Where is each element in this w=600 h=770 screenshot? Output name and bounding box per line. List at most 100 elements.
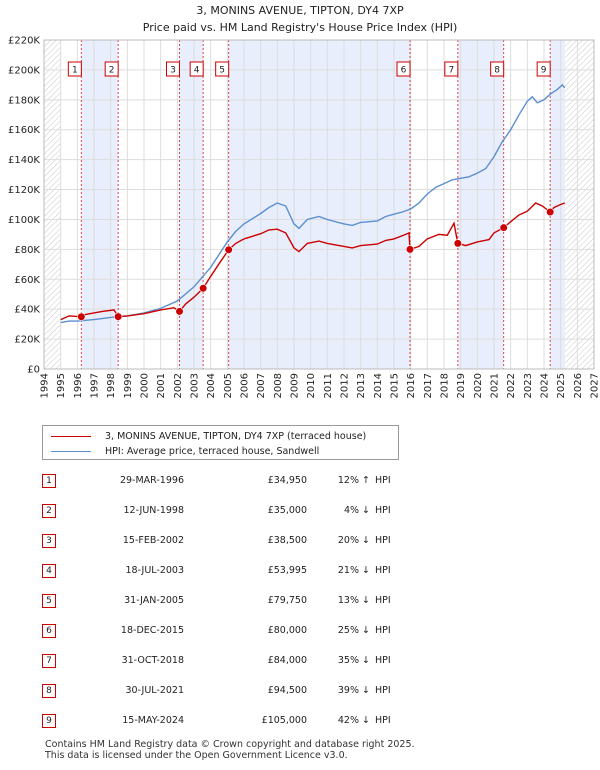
sale-price: £35,000 [267,505,307,516]
chart-subtitle: Price paid vs. HM Land Registry's House … [143,21,458,34]
legend-item-property: 3, MONINS AVENUE, TIPTON, DY4 7XP (terra… [51,429,366,443]
marker-label: 8 [494,66,500,76]
series-line-hpi [60,83,566,324]
x-tick-label: 1999 [123,373,134,398]
sale-point [405,245,415,254]
y-tick-label: £60K [14,275,40,286]
x-tick-label: 1994 [40,373,51,398]
sale-row: 3 15-FEB-2002 £38,500 20% ↓ HPI [42,532,462,552]
sale-row: 8 30-JUL-2021 £94,500 39% ↓ HPI [42,682,462,702]
legend-label-hpi: HPI: Average price, terraced house, Sand… [105,445,320,457]
sale-hpi-delta: 20% ↓ [337,535,370,546]
sale-price: £79,750 [267,595,307,606]
series-line-property [60,202,566,321]
legend-line-hpi [51,450,91,452]
marker-label: 1 [72,66,78,76]
y-tick-label: £40K [14,305,40,316]
sale-point [224,245,233,254]
sale-date: 15-FEB-2002 [122,535,184,546]
x-tick-label: 2019 [456,373,467,398]
sale-row: 5 31-JAN-2005 £79,750 13% ↓ HPI [42,592,462,612]
sale-price: £84,000 [267,655,307,666]
marker-label: 6 [401,66,407,76]
footer: Contains HM Land Registry data © Crown c… [45,739,415,761]
chart-title: 3, MONINS AVENUE, TIPTON, DY4 7XP [196,4,404,17]
x-tick-label: 2004 [206,373,217,398]
marker-label: 3 [170,66,176,76]
marker-box [490,61,505,77]
sale-row: 4 18-JUL-2003 £53,995 21% ↓ HPI [42,562,462,582]
sale-row: 9 15-MAY-2024 £105,000 42% ↓ HPI [42,712,462,732]
sale-hpi-delta: 42% ↓ [337,715,370,726]
x-tick-label: 2002 [173,373,184,398]
sale-price: £94,500 [267,685,307,696]
x-tick-label: 2027 [590,373,600,398]
legend-label-property: 3, MONINS AVENUE, TIPTON, DY4 7XP (terra… [105,430,367,442]
sale-point [499,223,508,232]
x-tick-label: 2024 [540,373,551,398]
x-tick-label: 2013 [356,373,367,398]
marker-box [536,61,551,77]
sale-point [453,239,462,248]
sale-hpi-label: HPI [375,505,391,516]
sale-number-badge: 5 [42,594,56,608]
marker-box [396,61,411,77]
sale-hpi-label: HPI [375,565,391,576]
sale-date: 18-JUL-2003 [125,565,184,576]
x-tick-label: 2011 [323,373,334,398]
y-tick-label: £120K [8,185,40,196]
sale-row: 2 12-JUN-1998 £35,000 4% ↓ HPI [42,502,462,522]
sale-hpi-label: HPI [375,715,391,726]
y-tick-label: £20K [14,335,40,346]
sale-hpi-label: HPI [375,655,391,666]
sale-row: 6 18-DEC-2015 £80,000 25% ↓ HPI [42,622,462,642]
sale-number-badge: 3 [42,534,56,548]
sale-hpi-delta: 35% ↓ [337,655,370,666]
y-tick-label: £200K [8,65,40,76]
marker-label: 4 [194,66,200,76]
sale-hpi-delta: 12% ↑ [337,475,370,486]
x-tick-label: 2000 [140,373,151,398]
sale-point [175,307,184,316]
sale-hpi-delta: 13% ↓ [337,595,370,606]
footer-licence: This data is licensed under the Open Gov… [45,750,348,761]
sale-hpi-delta: 4% ↓ [343,505,370,516]
sale-point [546,207,555,217]
x-tick-label: 2020 [473,373,484,398]
sale-date: 30-JUL-2021 [125,685,184,696]
sale-price: £53,995 [267,565,307,576]
sale-hpi-delta: 39% ↓ [337,685,370,696]
marker-box [444,61,459,77]
y-tick-label: £160K [8,125,40,136]
plot-border [43,39,595,370]
sale-number-badge: 4 [42,564,56,578]
legend-item-hpi: HPI: Average price, terraced house, Sand… [51,444,319,458]
sale-price: £38,500 [267,535,307,546]
price-chart: 3, MONINS AVENUE, TIPTON, DY4 7XP Price … [8,4,600,398]
shaded-period [228,40,410,369]
sale-price: £105,000 [261,715,307,726]
future-hatch [564,40,594,369]
y-tick-label: £80K [14,245,40,256]
shaded-period [457,40,504,369]
x-tick-label: 1996 [73,373,84,398]
x-tick-label: 1995 [56,373,67,398]
sale-number-badge: 8 [42,684,56,698]
sale-number-badge: 9 [42,714,56,728]
x-tick-label: 2001 [156,373,167,398]
sale-hpi-label: HPI [375,535,391,546]
x-tick-label: 2022 [506,373,517,398]
sale-date: 31-OCT-2018 [121,655,184,666]
marker-box [67,61,82,77]
sale-hpi-label: HPI [375,475,391,486]
x-tick-label: 2017 [423,373,434,398]
legend-line-property [51,435,91,437]
sale-number-badge: 7 [42,654,56,668]
x-tick-label: 1998 [106,373,117,398]
marker-label: 7 [448,66,454,76]
y-tick-label: £0 [27,365,40,376]
y-tick-label: £180K [8,95,40,106]
x-tick-label: 2014 [373,373,384,398]
marker-box [215,61,230,77]
x-tick-label: 2007 [256,373,267,398]
